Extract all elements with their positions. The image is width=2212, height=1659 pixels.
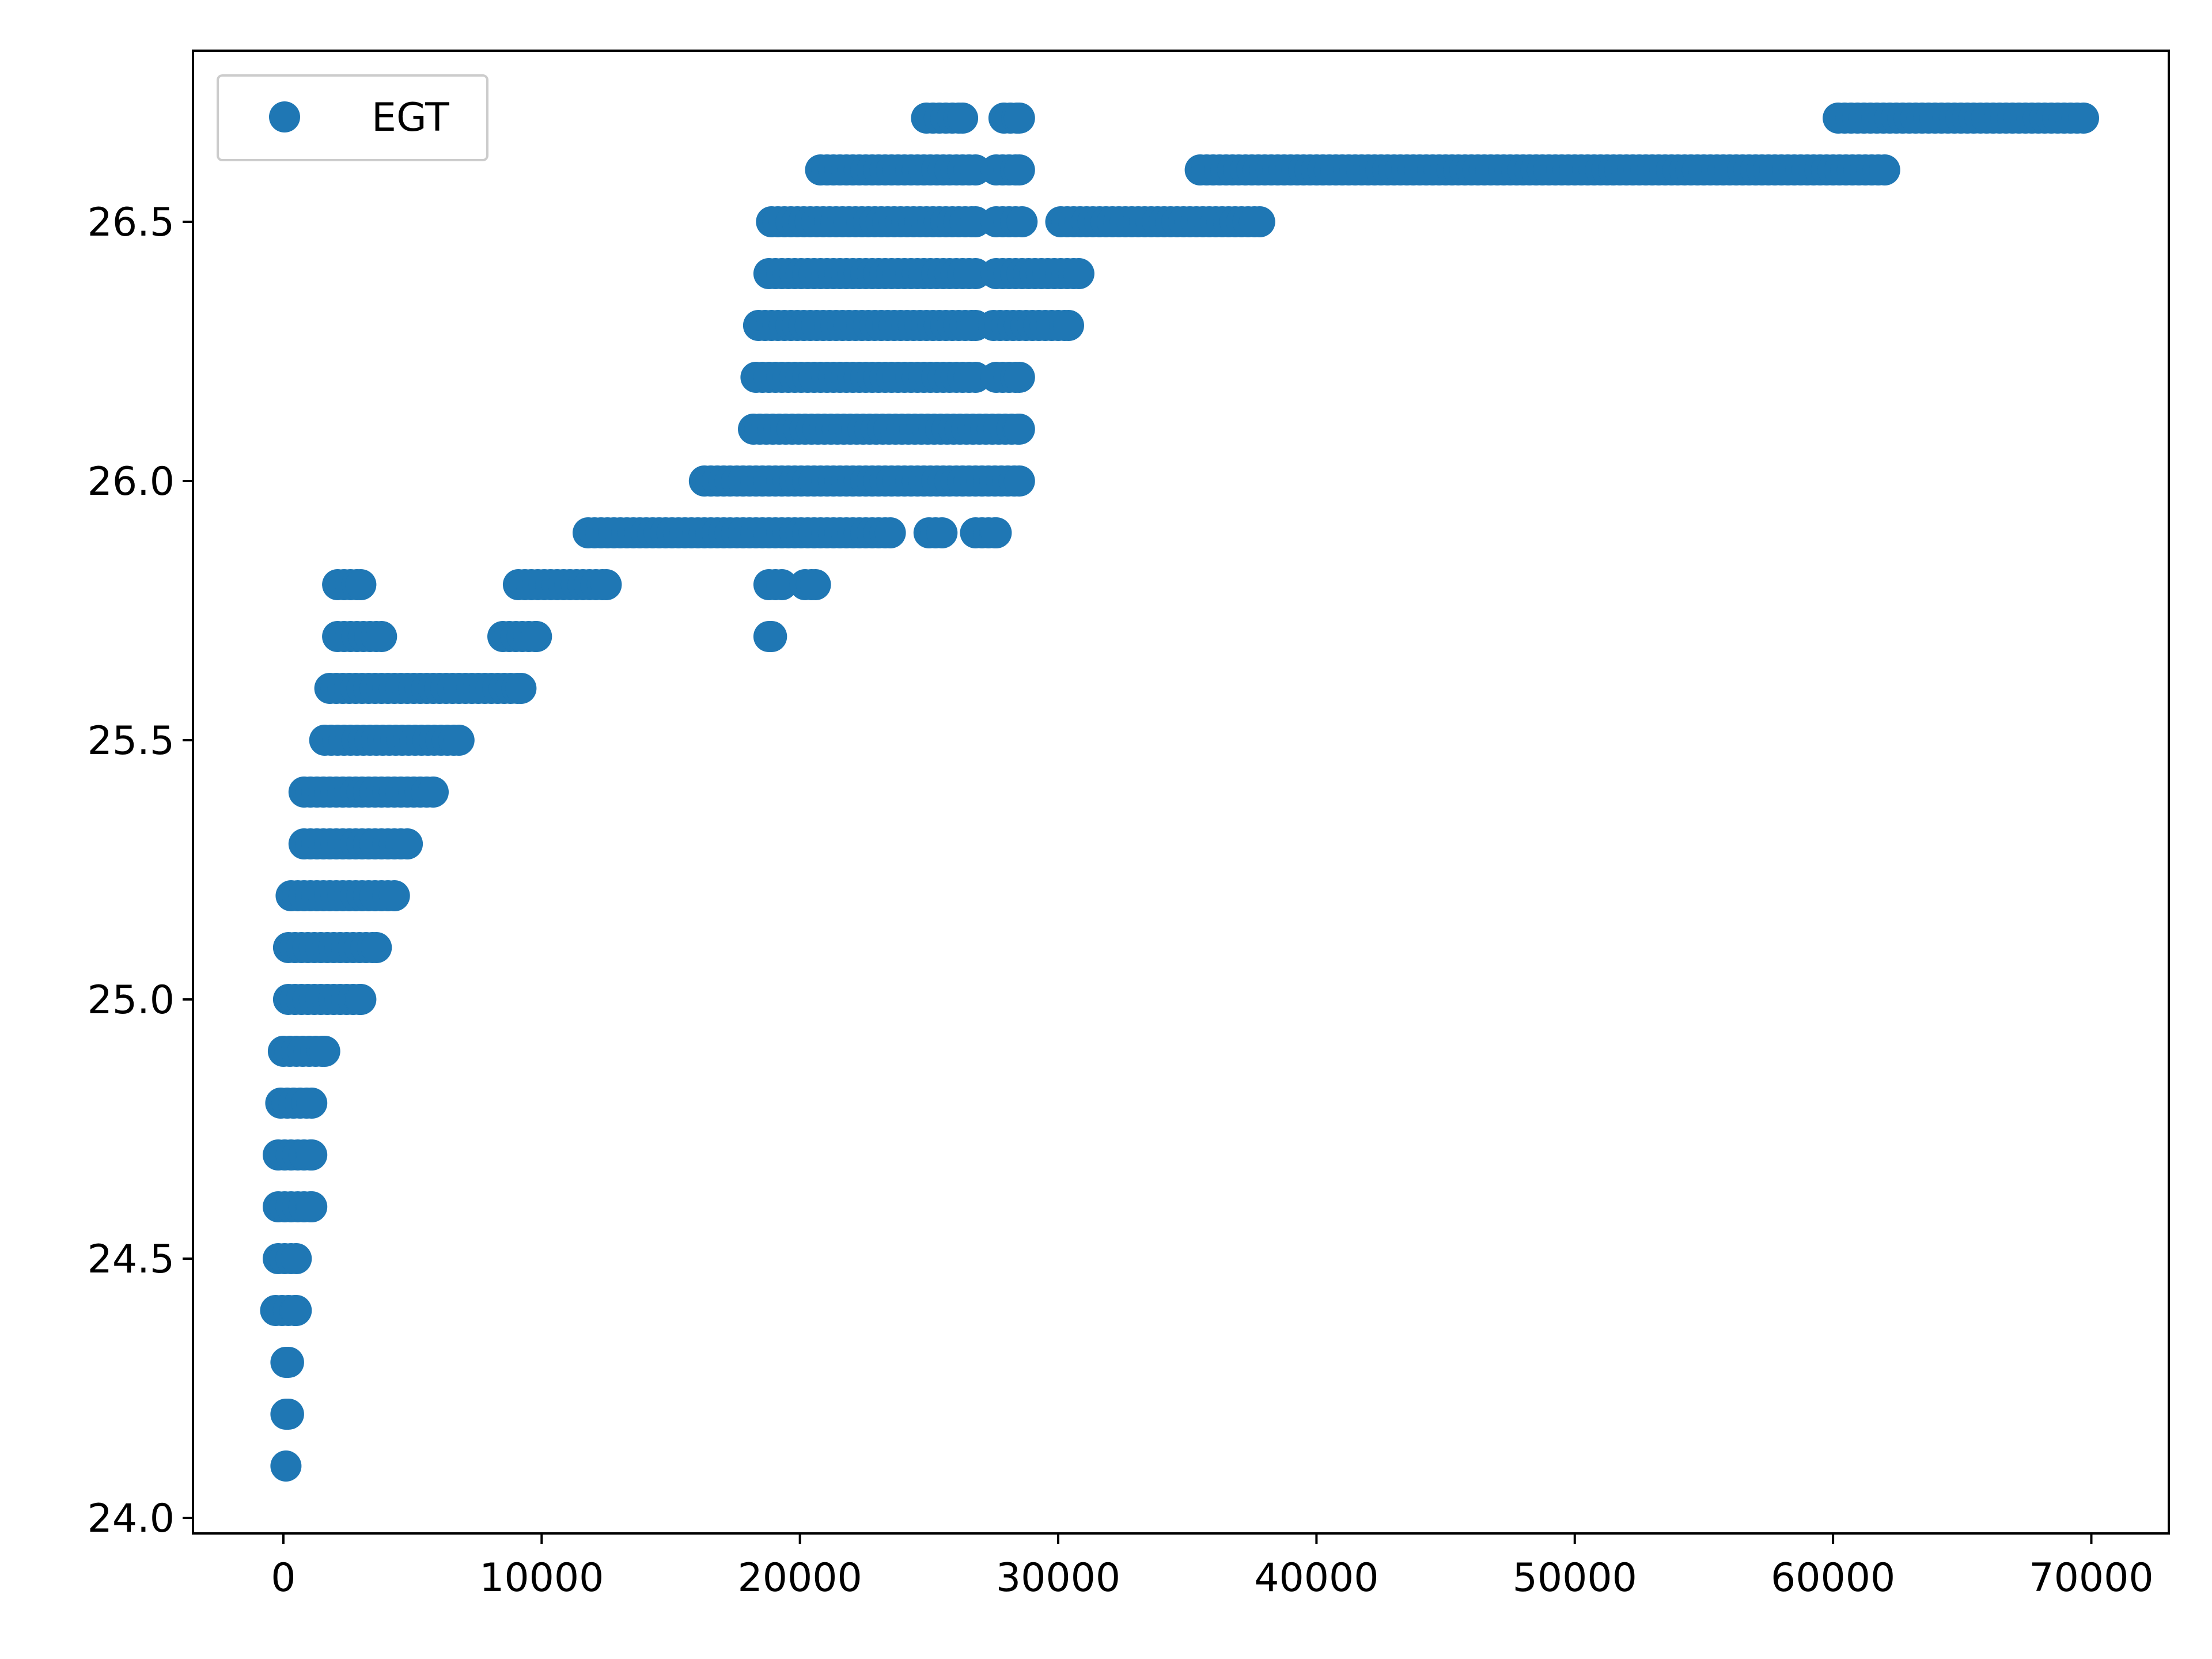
legend: EGT: [217, 74, 488, 161]
data-point: [874, 517, 906, 548]
y-axis: 24.0 24.5 25.0 25.5 26.0 26.5: [88, 200, 193, 1541]
legend-label-egt: EGT: [372, 95, 449, 141]
data-point: [392, 828, 423, 859]
data-point: [296, 1139, 328, 1171]
legend-marker-egt: [269, 101, 300, 132]
y-tick-label: 24.0: [88, 1496, 175, 1541]
data-point: [361, 932, 392, 963]
y-tick-label: 25.5: [88, 718, 175, 764]
data-point: [345, 569, 377, 600]
data-point: [766, 569, 798, 600]
data-point: [366, 621, 397, 652]
data-point: [1003, 103, 1035, 134]
data-point: [590, 569, 622, 600]
y-tick-label: 26.0: [88, 459, 175, 505]
data-point: [926, 517, 958, 548]
data-point: [270, 1450, 302, 1482]
legend-box: [217, 74, 488, 161]
data-point: [378, 880, 410, 911]
data-point: [281, 1295, 312, 1326]
x-tick-label: 20000: [737, 1555, 862, 1601]
data-point: [443, 725, 475, 756]
x-tick-label: 0: [271, 1555, 296, 1601]
x-tick-label: 50000: [1513, 1555, 1637, 1601]
data-point: [2068, 103, 2099, 134]
x-tick-label: 60000: [1771, 1555, 1895, 1601]
data-point: [1244, 206, 1275, 237]
data-point: [521, 621, 552, 652]
data-point: [1003, 465, 1035, 497]
data-points: [260, 103, 2099, 1482]
x-axis: 0 10000 20000 30000 40000 50000 60000 70000: [271, 1533, 2154, 1601]
data-point: [1003, 154, 1035, 185]
data-point: [947, 103, 979, 134]
x-tick-label: 30000: [996, 1555, 1120, 1601]
data-point: [980, 517, 1012, 548]
x-tick-label: 10000: [479, 1555, 604, 1601]
data-point: [281, 1243, 312, 1274]
y-tick-label: 24.5: [88, 1237, 175, 1282]
data-point: [1003, 414, 1035, 445]
x-tick-label: 40000: [1254, 1555, 1378, 1601]
data-point: [1063, 258, 1094, 289]
data-point: [309, 1036, 340, 1067]
y-tick-label: 25.0: [88, 978, 175, 1023]
data-point: [800, 569, 831, 600]
data-point: [1869, 154, 1900, 185]
x-tick-label: 70000: [2029, 1555, 2153, 1601]
data-point: [756, 621, 787, 652]
data-point: [272, 1399, 304, 1430]
data-point: [1006, 206, 1038, 237]
data-point: [272, 1347, 304, 1378]
data-point: [418, 777, 449, 808]
data-point: [1053, 310, 1084, 341]
data-point: [1003, 362, 1035, 393]
data-point: [296, 1191, 328, 1222]
y-tick-label: 26.5: [88, 200, 175, 245]
data-point: [345, 984, 377, 1015]
axes-frame: [192, 50, 2170, 1535]
data-point: [505, 673, 537, 704]
data-point: [296, 1088, 328, 1119]
